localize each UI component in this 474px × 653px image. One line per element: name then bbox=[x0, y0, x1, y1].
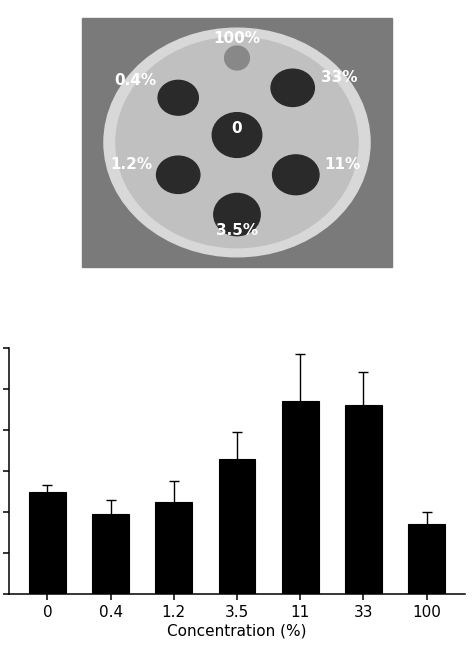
Bar bbox=[82, 18, 392, 266]
Text: 33%: 33% bbox=[321, 71, 357, 86]
Text: 0: 0 bbox=[232, 121, 242, 136]
Bar bbox=[155, 502, 192, 594]
Text: 3.5%: 3.5% bbox=[216, 223, 258, 238]
Bar bbox=[345, 406, 382, 594]
Ellipse shape bbox=[214, 193, 260, 236]
Bar bbox=[408, 524, 445, 594]
Ellipse shape bbox=[158, 80, 198, 115]
Bar bbox=[219, 458, 255, 594]
Ellipse shape bbox=[116, 37, 358, 247]
Ellipse shape bbox=[156, 156, 200, 193]
Bar bbox=[282, 401, 319, 594]
Text: 1.2%: 1.2% bbox=[111, 157, 153, 172]
Ellipse shape bbox=[212, 113, 262, 157]
Text: 100%: 100% bbox=[213, 31, 261, 46]
Ellipse shape bbox=[225, 46, 249, 70]
Ellipse shape bbox=[271, 69, 314, 106]
Text: 0.4%: 0.4% bbox=[114, 73, 156, 88]
Ellipse shape bbox=[273, 155, 319, 195]
Bar bbox=[29, 492, 66, 594]
Ellipse shape bbox=[104, 28, 370, 257]
Text: 11%: 11% bbox=[324, 157, 360, 172]
X-axis label: Concentration (%): Concentration (%) bbox=[167, 624, 307, 639]
Bar bbox=[92, 514, 129, 594]
